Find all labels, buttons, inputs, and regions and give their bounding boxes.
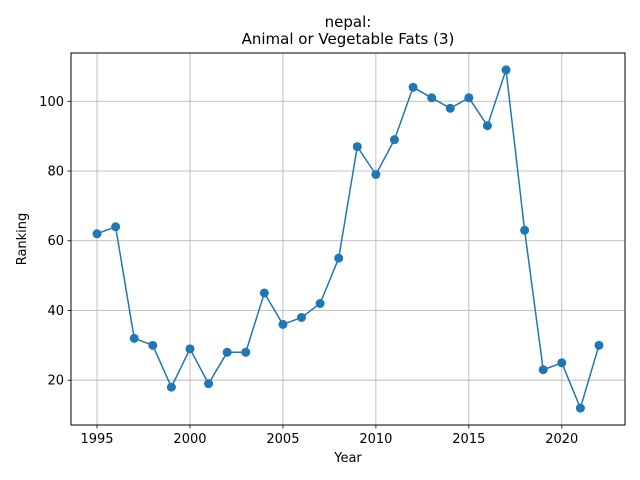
series-line (96, 69, 600, 409)
x-tick-label: 2015 (452, 432, 485, 447)
grid-lines (71, 53, 625, 425)
data-point (575, 403, 585, 413)
data-point (204, 379, 214, 389)
data-point (297, 312, 307, 322)
data-point (538, 365, 548, 375)
data-point (334, 253, 344, 263)
data-point (111, 222, 121, 232)
data-point (166, 382, 176, 392)
x-tick-label: 2010 (359, 432, 392, 447)
y-tick-label: 40 (47, 304, 64, 319)
data-point (222, 347, 232, 357)
chart-title-line-1: nepal: (325, 13, 372, 31)
data-point (148, 340, 158, 350)
data-point (482, 121, 492, 131)
data-point (315, 298, 325, 308)
x-tick-label: 1995 (80, 432, 113, 447)
data-point (389, 135, 399, 145)
data-point (371, 170, 381, 180)
data-point (185, 344, 195, 354)
y-axis-label: Ranking (15, 213, 30, 266)
data-point (427, 93, 437, 103)
y-tick-label: 60 (47, 234, 64, 249)
y-tick-label: 80 (47, 165, 64, 180)
y-tick-label: 100 (39, 95, 64, 110)
plot-frame (70, 52, 626, 426)
data-point (445, 103, 455, 113)
data-point (259, 288, 269, 298)
data-point (352, 142, 362, 152)
data-point (278, 319, 288, 329)
data-series (92, 65, 604, 413)
data-point (464, 93, 474, 103)
data-point (520, 225, 530, 235)
x-tick-label: 2020 (545, 432, 578, 447)
x-tick-label: 2005 (266, 432, 299, 447)
x-tick-label: 2000 (173, 432, 206, 447)
x-axis-label: Year (333, 451, 362, 466)
data-point (501, 65, 511, 75)
data-point (129, 333, 139, 343)
data-point (557, 358, 567, 368)
chart-title-line-2: Animal or Vegetable Fats (3) (242, 30, 455, 48)
y-tick-label: 20 (47, 374, 64, 389)
data-point (408, 82, 418, 92)
data-point (92, 229, 102, 239)
data-point (241, 347, 251, 357)
data-point (594, 340, 604, 350)
